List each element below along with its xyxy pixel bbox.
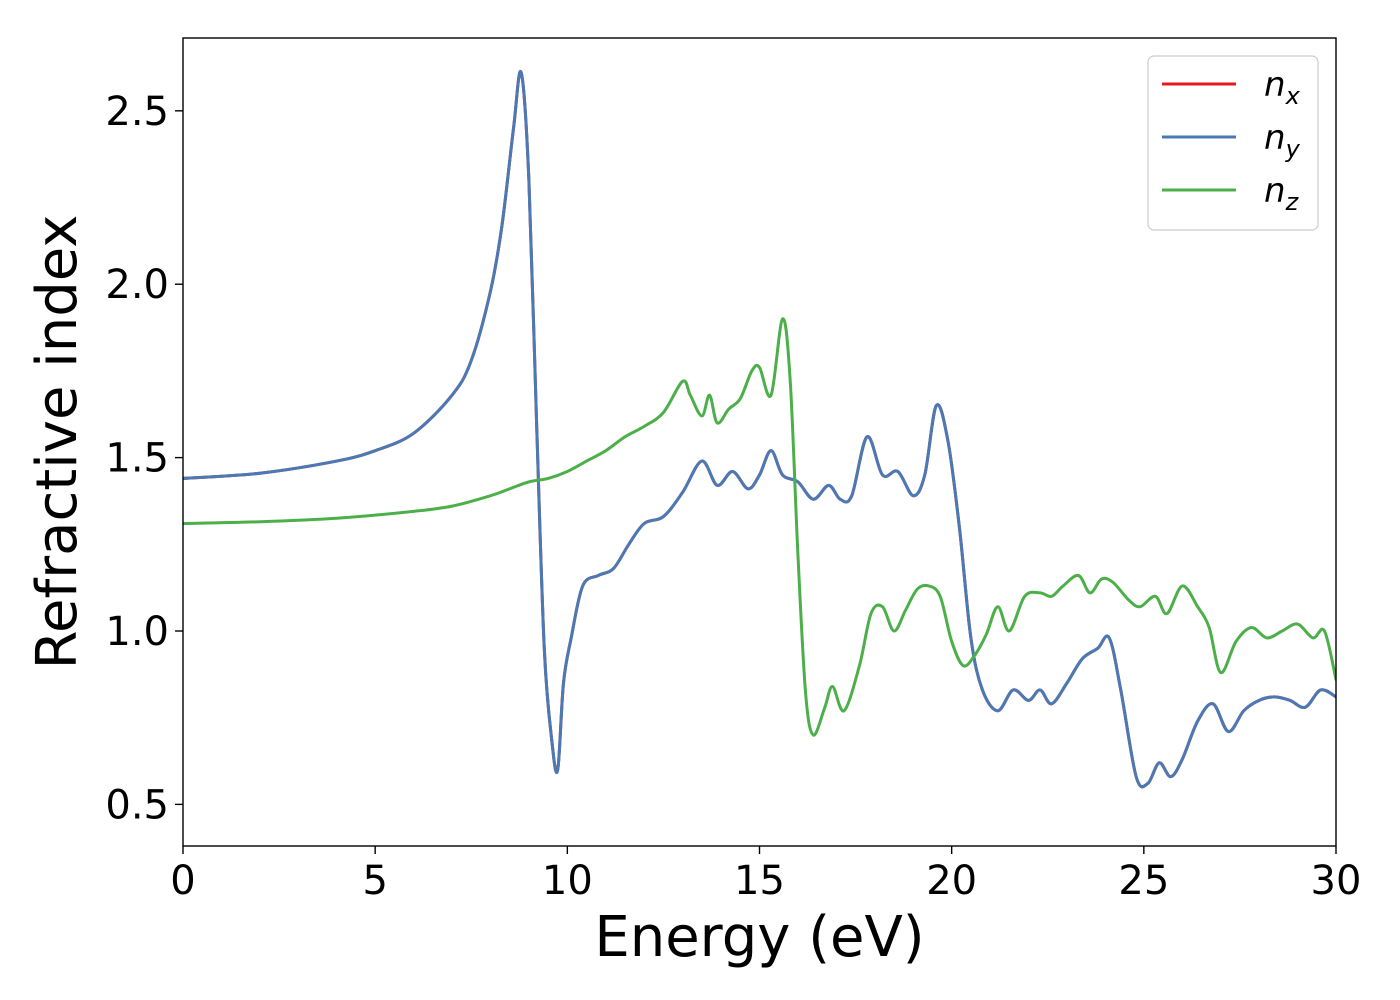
y-tick-label: 0.5 [105,782,169,828]
x-tick-label: 5 [362,858,387,904]
x-tick-label: 30 [1311,858,1362,904]
x-axis-ticks: 0 5 10 15 20 25 30 [170,846,1361,904]
x-tick-label: 15 [734,858,785,904]
y-tick-label: 2.5 [105,89,169,135]
y-tick-label: 2.0 [105,262,169,308]
legend: nx ny nz [1147,55,1319,231]
legend-label-n-z: nz [1264,171,1300,216]
x-tick-label: 0 [170,858,195,904]
x-tick-label: 10 [542,858,593,904]
legend-label-n-y: ny [1264,118,1301,163]
series-line-n-y [183,69,1336,789]
x-axis-title: Energy (eV) [594,905,924,970]
legend-entries: nx ny nz [1162,65,1301,216]
series-layer [183,69,1336,789]
legend-box [1147,55,1319,231]
y-axis-ticks: 0.5 1.0 1.5 2.0 2.5 [105,89,183,828]
y-tick-label: 1.5 [105,436,169,482]
legend-label-n-x: nx [1264,65,1301,110]
series-line-n-z [183,317,1336,737]
x-tick-label: 20 [926,858,977,904]
x-tick-label: 25 [1118,858,1169,904]
y-axis-title: Refractive index [25,215,90,670]
y-tick-label: 1.0 [105,609,169,655]
